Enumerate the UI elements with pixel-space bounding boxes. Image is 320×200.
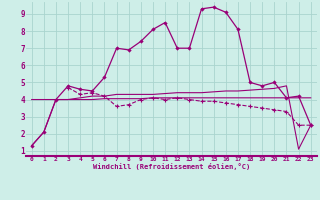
X-axis label: Windchill (Refroidissement éolien,°C): Windchill (Refroidissement éolien,°C) xyxy=(92,163,250,170)
